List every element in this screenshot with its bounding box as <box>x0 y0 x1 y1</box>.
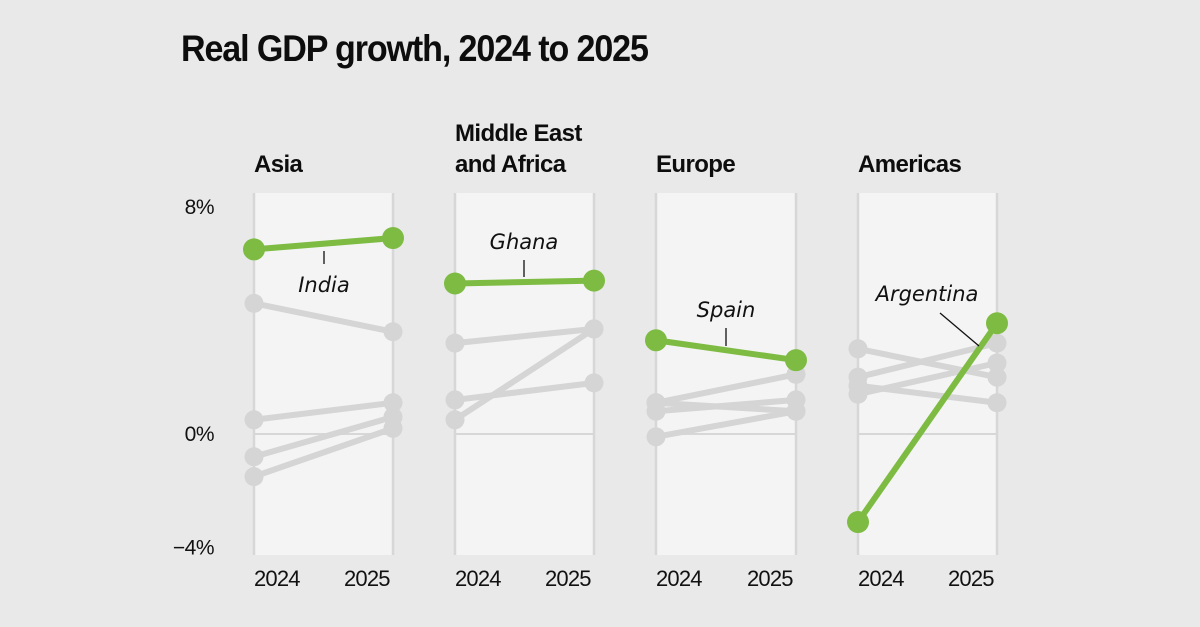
slope-line <box>855 320 1000 526</box>
x-tick-label: 2024 <box>656 566 702 591</box>
data-point <box>786 401 806 421</box>
data-point <box>444 272 466 295</box>
annotation-label: Spain <box>697 298 756 322</box>
panel-title: Middle East <box>455 120 582 147</box>
series-other <box>244 393 403 430</box>
data-point <box>244 410 264 430</box>
slope-line <box>251 300 396 335</box>
chart-title: Real GDP growth, 2024 to 2025 <box>181 28 649 69</box>
annotation-label: Argentina <box>874 282 979 306</box>
series-other <box>445 319 604 430</box>
slope-line <box>251 413 396 460</box>
data-point <box>243 238 265 261</box>
slope-line <box>653 408 799 440</box>
panel-title: and Africa <box>455 151 567 178</box>
panels: Asia India 2024 2025 Middle East and Africa Gh… <box>243 120 1008 591</box>
data-point <box>987 393 1007 413</box>
slope-line <box>452 379 597 403</box>
data-point <box>445 390 465 410</box>
slope-line <box>653 337 799 364</box>
data-point <box>785 349 807 372</box>
panel-asia: Asia India 2024 2025 <box>243 151 404 591</box>
series-other <box>445 373 604 410</box>
data-point <box>848 376 868 396</box>
data-point <box>445 410 465 430</box>
data-point <box>244 467 264 487</box>
data-point <box>986 312 1008 335</box>
slope-line <box>855 340 1000 381</box>
panel-europe: Europe Spain 2024 2025 <box>645 151 807 591</box>
x-tick-label: 2025 <box>747 566 793 591</box>
x-tick-label: 2025 <box>344 566 390 591</box>
annotation-label: Ghana <box>490 230 559 254</box>
panel-americas: Americas Argentina 2024 2025 <box>847 151 1008 591</box>
annotation-leader <box>939 312 980 347</box>
panel-title: Americas <box>858 151 962 178</box>
series-highlight <box>645 329 807 372</box>
series-other <box>646 401 806 447</box>
series-other <box>244 293 403 342</box>
x-tick-label: 2024 <box>254 566 300 591</box>
slope-line <box>452 325 597 347</box>
slope-line <box>251 425 396 480</box>
series-other <box>848 376 1007 413</box>
series-other <box>244 418 403 487</box>
slope-line <box>452 277 597 287</box>
panel-title: Europe <box>656 151 735 178</box>
data-point <box>244 447 264 467</box>
slope-line <box>251 235 396 253</box>
data-point <box>584 373 604 393</box>
data-point <box>646 393 666 413</box>
y-tick-label: 0% <box>185 423 214 446</box>
data-point <box>848 339 868 359</box>
slope-line <box>653 399 799 415</box>
data-point <box>584 319 604 339</box>
data-point <box>244 293 264 313</box>
data-point <box>987 353 1007 373</box>
y-axis-labels: 8% 0% −4% <box>173 196 215 560</box>
x-tick-label: 2024 <box>858 566 904 591</box>
data-point <box>646 427 666 447</box>
series-highlight <box>444 269 605 295</box>
series-highlight <box>243 227 404 261</box>
data-point <box>383 418 403 438</box>
slope-line <box>653 371 799 406</box>
data-point <box>583 269 605 292</box>
slope-line <box>251 399 396 423</box>
panel-background <box>656 193 796 555</box>
annotation-label: India <box>298 273 350 297</box>
y-tick-label: −4% <box>173 537 214 560</box>
panel-title: Asia <box>254 151 304 178</box>
slope-line <box>452 325 597 423</box>
series-highlight <box>847 312 1008 534</box>
data-point <box>847 511 869 534</box>
data-point <box>445 333 465 353</box>
data-point <box>382 227 404 250</box>
data-point <box>987 367 1007 387</box>
slope-line <box>855 382 1000 406</box>
data-point <box>987 333 1007 353</box>
x-tick-label: 2025 <box>545 566 591 591</box>
y-tick-label: 8% <box>185 196 214 219</box>
x-tick-label: 2024 <box>455 566 501 591</box>
panel-middle-east-and-africa: Middle East and Africa Ghana 2024 2025 <box>444 120 605 591</box>
data-point <box>383 322 403 342</box>
x-tick-label: 2025 <box>948 566 994 591</box>
data-point <box>645 329 667 352</box>
data-point <box>383 393 403 413</box>
